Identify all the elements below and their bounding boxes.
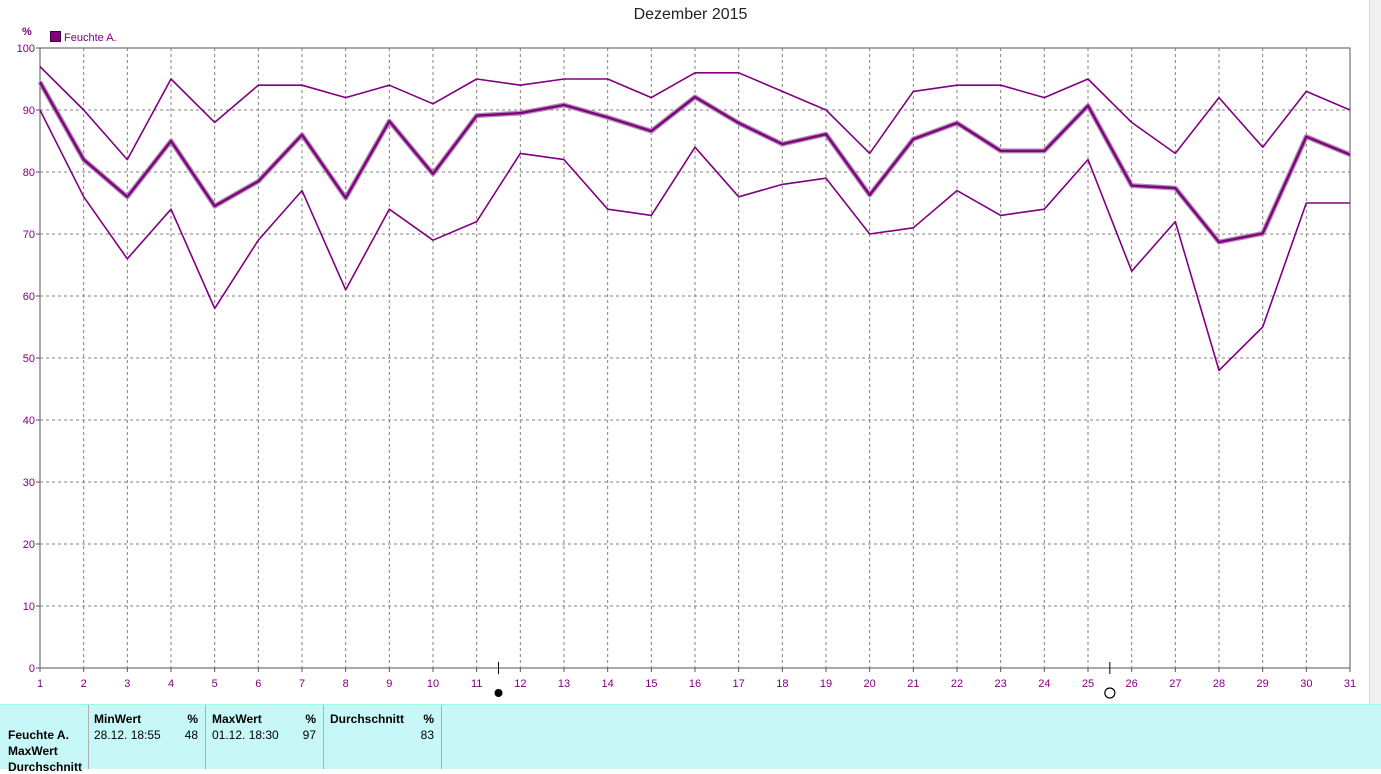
max-time: 01.12. 18:30 [212,728,279,742]
min-header: MinWert [94,712,142,726]
legend-label: Feuchte A. [64,32,117,44]
y-tick-label: 50 [23,353,35,365]
x-tick-label: 23 [995,678,1007,690]
x-tick-label: 18 [776,678,788,690]
series-line-durchschnitt [38,81,1351,244]
y-axis-unit: % [22,26,32,38]
y-tick-label: 10 [23,601,35,613]
max-value: 97 [302,728,316,742]
legend-swatch [50,31,61,42]
min-time: 28.12. 18:55 [94,728,161,742]
scroll-edge[interactable] [1369,0,1381,704]
series-line-maxwert [39,66,1351,161]
y-tick-label: 80 [23,167,35,179]
x-tick-label: 8 [343,678,349,690]
max-unit: % [305,712,316,726]
series-line-minwert [39,109,1350,372]
x-tick-label: 13 [558,678,570,690]
y-tick-label: 30 [23,477,35,489]
y-tick-label: 20 [23,539,35,551]
avg-value: 83 [420,728,434,742]
chart-title: Dezember 2015 [633,6,748,23]
stats-row-label-sensor: Feuchte A. [8,728,69,742]
y-tick-label: 100 [17,43,35,55]
x-tick-label: 4 [168,678,174,690]
min-unit: % [187,712,198,726]
x-tick-label: 25 [1082,678,1094,690]
y-tick-label: 0 [29,663,35,675]
x-tick-label: 29 [1257,678,1269,690]
x-tick-label: 3 [124,678,130,690]
x-tick-label: 22 [951,678,963,690]
x-tick-label: 28 [1213,678,1225,690]
y-tick-label: 60 [23,291,35,303]
stats-min-column: MinWert % 28.12. 18:55 48 [89,705,206,769]
legend: Feuchte A. [50,31,117,44]
full-moon-icon [494,689,503,697]
x-tick-label: 15 [645,678,657,690]
x-tick-label: 19 [820,678,832,690]
avg-unit: % [423,712,434,726]
stats-row-label-max: MaxWert [8,744,58,758]
x-tick-label: 1 [37,678,43,690]
x-tick-label: 16 [689,678,701,690]
avg-header: Durchschnitt [330,712,405,726]
x-tick-label: 14 [602,678,614,690]
min-value: 48 [184,728,198,742]
x-tick-label: 10 [427,678,439,690]
y-tick-label: 90 [23,105,35,117]
stats-label-column [0,705,89,769]
x-tick-label: 9 [386,678,392,690]
x-tick-label: 31 [1344,678,1356,690]
y-tick-label: 40 [23,415,35,427]
stats-avg-column: Durchschnitt % 83 [324,705,442,769]
stats-max-column: MaxWert % 01.12. 18:30 97 [206,705,324,769]
x-tick-label: 2 [81,678,87,690]
y-tick-label: 70 [23,229,35,241]
x-tick-label: 11 [471,678,482,690]
x-tick-label: 26 [1126,678,1138,690]
x-tick-label: 30 [1300,678,1312,690]
new-moon-icon [1104,687,1116,699]
x-tick-label: 27 [1169,678,1181,690]
stats-panel: Feuchte A. MaxWert Durchschnitt MinWert … [0,704,1381,774]
x-tick-label: 5 [212,678,218,690]
x-tick-label: 21 [907,678,919,690]
max-header: MaxWert [212,712,262,726]
x-tick-label: 17 [733,678,745,690]
x-tick-label: 7 [299,678,305,690]
x-tick-label: 12 [514,678,526,690]
x-tick-label: 24 [1038,678,1050,690]
x-tick-label: 20 [864,678,876,690]
x-tick-label: 6 [255,678,261,690]
